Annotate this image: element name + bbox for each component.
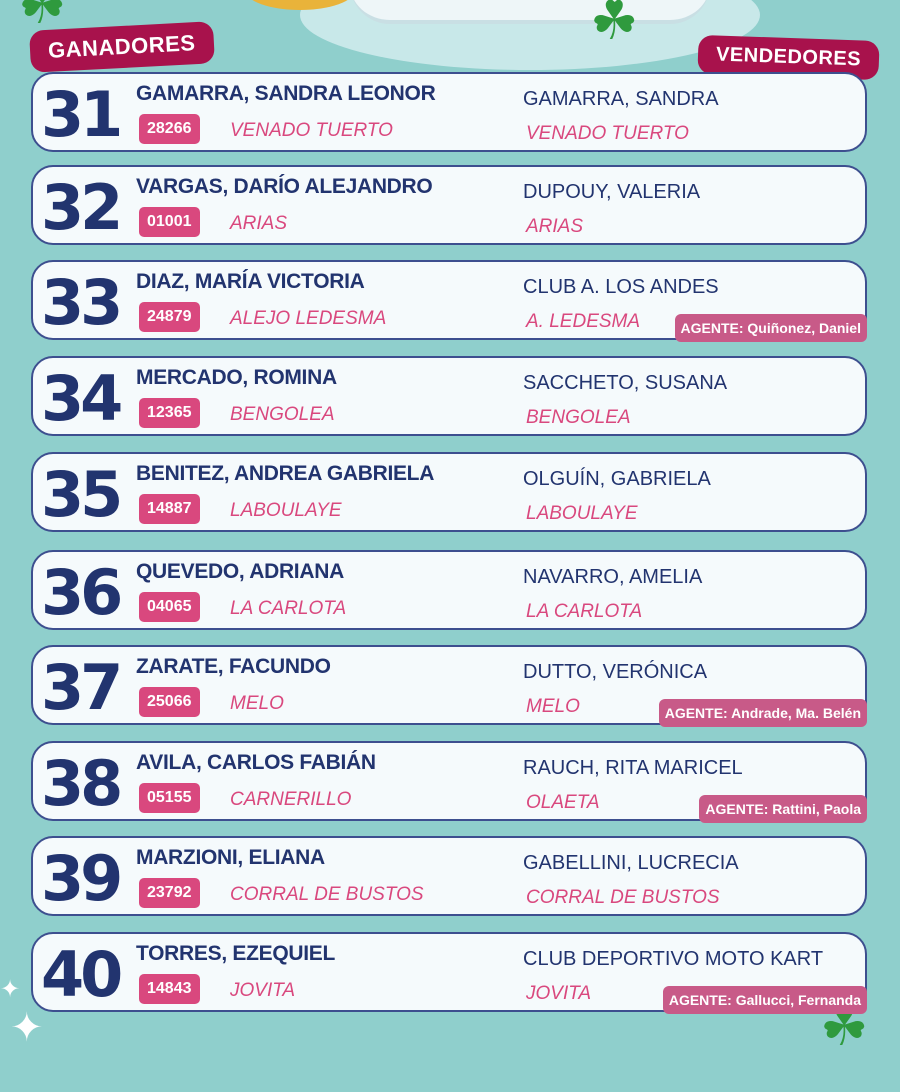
clover-icon: ☘ <box>18 0 67 35</box>
prize-number: 31 <box>41 78 123 151</box>
prize-number: 39 <box>41 842 123 915</box>
prize-number: 32 <box>41 171 123 244</box>
prize-number: 35 <box>41 458 123 531</box>
winner-city: BENGOLEA <box>230 404 335 425</box>
coin-decoration <box>245 0 355 10</box>
winner-city: ARIAS <box>230 213 288 234</box>
ticket-code-badge: 12365 <box>139 398 200 428</box>
winner-name: BENITEZ, ANDREA GABRIELA <box>136 462 435 485</box>
sparkle-icon: ✦ <box>0 976 21 1003</box>
ticket-code-badge: 24879 <box>139 302 200 332</box>
seller-name: GAMARRA, SANDRA <box>523 88 719 110</box>
winner-city: CORRAL DE BUSTOS <box>230 884 424 905</box>
winner-card: 36 QUEVEDO, ADRIANA 04065 LA CARLOTA NAV… <box>31 550 867 630</box>
seller-city: BENGOLEA <box>526 407 631 428</box>
winner-card: 38 AVILA, CARLOS FABIÁN 05155 CARNERILLO… <box>31 741 867 823</box>
prize-number: 34 <box>41 362 123 435</box>
seller-city: LA CARLOTA <box>526 601 643 622</box>
ticket-code-badge: 01001 <box>139 207 200 237</box>
seller-name: NAVARRO, AMELIA <box>523 566 703 588</box>
agent-badge: AGENTE: Rattini, Paola <box>699 795 867 823</box>
winner-name: MERCADO, ROMINA <box>136 366 337 389</box>
winner-name: QUEVEDO, ADRIANA <box>136 560 344 583</box>
winner-name: VARGAS, DARÍO ALEJANDRO <box>136 175 433 198</box>
prize-number: 38 <box>41 747 123 820</box>
seller-city: CORRAL DE BUSTOS <box>526 887 720 908</box>
seller-name: GABELLINI, LUCRECIA <box>523 852 739 874</box>
winner-name: DIAZ, MARÍA VICTORIA <box>136 270 365 293</box>
seller-city: MELO <box>526 696 580 717</box>
winner-city: CARNERILLO <box>230 789 352 810</box>
prize-number: 36 <box>41 556 123 629</box>
winner-card: 40 TORRES, EZEQUIEL 14843 JOVITA CLUB DE… <box>31 932 867 1014</box>
winner-city: VENADO TUERTO <box>230 120 393 141</box>
prize-number: 40 <box>41 938 123 1011</box>
winner-card: 33 DIAZ, MARÍA VICTORIA 24879 ALEJO LEDE… <box>31 260 867 342</box>
ticket-code-badge: 05155 <box>139 783 200 813</box>
agent-badge: AGENTE: Andrade, Ma. Belén <box>658 699 867 727</box>
winners-header: GANADORES <box>29 21 215 73</box>
seller-name: CLUB A. LOS ANDES <box>523 276 719 298</box>
winner-name: GAMARRA, SANDRA LEONOR <box>136 82 436 105</box>
seller-name: DUTTO, VERÓNICA <box>523 661 708 683</box>
ticket-code-badge: 25066 <box>139 687 200 717</box>
ticket-code-badge: 28266 <box>139 114 200 144</box>
winner-name: MARZIONI, ELIANA <box>136 846 325 869</box>
winner-card: 37 ZARATE, FACUNDO 25066 MELO DUTTO, VER… <box>31 645 867 727</box>
ticket-code-badge: 14887 <box>139 494 200 524</box>
ticket-code-badge: 04065 <box>139 592 200 622</box>
seller-city: JOVITA <box>526 983 592 1004</box>
winner-card: 31 GAMARRA, SANDRA LEONOR 28266 VENADO T… <box>31 72 867 152</box>
seller-name: CLUB DEPORTIVO MOTO KART <box>523 948 824 970</box>
winner-city: LABOULAYE <box>230 500 342 521</box>
winner-city: JOVITA <box>230 980 296 1001</box>
agent-badge: AGENTE: Gallucci, Fernanda <box>662 986 867 1014</box>
agent-badge: AGENTE: Quiñonez, Daniel <box>674 314 867 342</box>
seller-city: ARIAS <box>526 216 584 237</box>
prize-number: 37 <box>41 651 123 724</box>
seller-name: SACCHETO, SUSANA <box>523 372 728 394</box>
seller-city: OLAETA <box>526 792 600 813</box>
winner-name: TORRES, EZEQUIEL <box>136 942 336 965</box>
sparkle-icon: ✦ <box>10 1006 44 1050</box>
winner-card: 34 MERCADO, ROMINA 12365 BENGOLEA SACCHE… <box>31 356 867 436</box>
clover-icon: ☘ <box>590 0 639 51</box>
winner-card: 39 MARZIONI, ELIANA 23792 CORRAL DE BUST… <box>31 836 867 916</box>
seller-city: LABOULAYE <box>526 503 638 524</box>
winner-city: MELO <box>230 693 284 714</box>
seller-name: OLGUÍN, GABRIELA <box>523 468 711 490</box>
winner-city: LA CARLOTA <box>230 598 347 619</box>
seller-name: DUPOUY, VALERIA <box>523 181 701 203</box>
winner-city: ALEJO LEDESMA <box>230 308 387 329</box>
ticket-code-badge: 14843 <box>139 974 200 1004</box>
prize-number: 33 <box>41 266 123 339</box>
seller-name: RAUCH, RITA MARICEL <box>523 757 743 779</box>
winner-name: ZARATE, FACUNDO <box>136 655 331 678</box>
seller-city: A. LEDESMA <box>526 311 641 332</box>
seller-city: VENADO TUERTO <box>526 123 689 144</box>
winner-card: 32 VARGAS, DARÍO ALEJANDRO 01001 ARIAS D… <box>31 165 867 245</box>
winner-card: 35 BENITEZ, ANDREA GABRIELA 14887 LABOUL… <box>31 452 867 532</box>
plate-decoration <box>350 0 710 24</box>
winner-name: AVILA, CARLOS FABIÁN <box>136 751 376 774</box>
ticket-code-badge: 23792 <box>139 878 200 908</box>
